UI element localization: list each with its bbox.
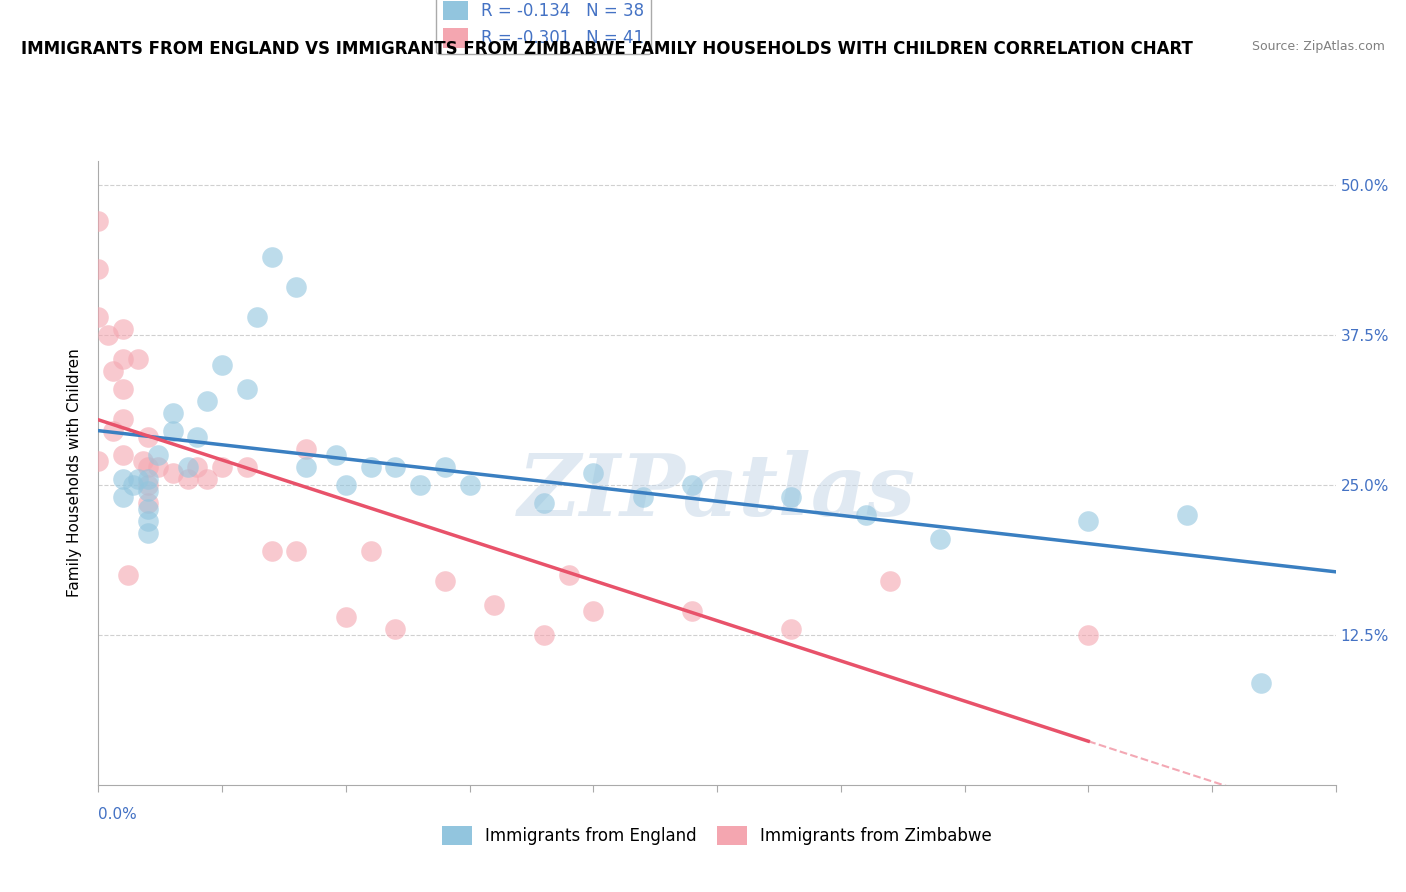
Point — [112, 382, 135, 396]
Point — [335, 610, 357, 624]
Point — [112, 490, 135, 504]
Point — [285, 279, 308, 293]
Point — [285, 543, 308, 558]
Point — [136, 477, 159, 491]
Point — [582, 466, 605, 480]
Point — [162, 466, 184, 480]
Point — [112, 472, 135, 486]
Point — [176, 472, 198, 486]
Point — [136, 525, 159, 540]
Point — [295, 442, 318, 456]
Point — [136, 459, 159, 474]
Point — [136, 496, 159, 510]
Point — [136, 483, 159, 498]
Point — [360, 459, 382, 474]
Legend: Immigrants from England, Immigrants from Zimbabwe: Immigrants from England, Immigrants from… — [436, 819, 998, 852]
Point — [112, 351, 135, 366]
Point — [384, 622, 406, 636]
Point — [112, 411, 135, 425]
Point — [162, 424, 184, 438]
Point — [1250, 676, 1272, 690]
Point — [1077, 628, 1099, 642]
Point — [533, 628, 555, 642]
Point — [127, 351, 149, 366]
Point — [236, 382, 259, 396]
Point — [103, 364, 125, 378]
Point — [260, 543, 283, 558]
Point — [136, 514, 159, 528]
Point — [246, 310, 269, 324]
Point — [260, 250, 283, 264]
Point — [186, 459, 208, 474]
Point — [122, 477, 145, 491]
Text: ZIPatlas: ZIPatlas — [517, 450, 917, 533]
Point — [1077, 514, 1099, 528]
Point — [681, 477, 703, 491]
Point — [384, 459, 406, 474]
Point — [132, 454, 155, 468]
Point — [103, 424, 125, 438]
Point — [186, 430, 208, 444]
Point — [176, 459, 198, 474]
Y-axis label: Family Households with Children: Family Households with Children — [67, 349, 83, 597]
Point — [87, 213, 110, 227]
Point — [533, 496, 555, 510]
Point — [195, 393, 218, 408]
Point — [409, 477, 432, 491]
Point — [433, 459, 456, 474]
Point — [136, 430, 159, 444]
Point — [127, 472, 149, 486]
Point — [97, 327, 120, 342]
Point — [87, 310, 110, 324]
Point — [855, 508, 877, 522]
Point — [484, 598, 506, 612]
Point — [87, 261, 110, 276]
Point — [146, 448, 169, 462]
Text: Source: ZipAtlas.com: Source: ZipAtlas.com — [1251, 40, 1385, 54]
Point — [335, 477, 357, 491]
Point — [236, 459, 259, 474]
Point — [195, 472, 218, 486]
Point — [146, 459, 169, 474]
Point — [780, 622, 803, 636]
Point — [162, 406, 184, 420]
Point — [295, 459, 318, 474]
Point — [1175, 508, 1198, 522]
Point — [631, 490, 654, 504]
Point — [928, 532, 950, 546]
Point — [557, 567, 579, 582]
Point — [582, 604, 605, 618]
Point — [325, 448, 347, 462]
Text: 0.0%: 0.0% — [98, 806, 138, 822]
Point — [211, 459, 233, 474]
Point — [112, 321, 135, 335]
Point — [780, 490, 803, 504]
Point — [136, 472, 159, 486]
Point — [117, 567, 139, 582]
Point — [433, 574, 456, 588]
Point — [681, 604, 703, 618]
Point — [879, 574, 901, 588]
Point — [87, 454, 110, 468]
Point — [211, 358, 233, 372]
Point — [458, 477, 481, 491]
Text: IMMIGRANTS FROM ENGLAND VS IMMIGRANTS FROM ZIMBABWE FAMILY HOUSEHOLDS WITH CHILD: IMMIGRANTS FROM ENGLAND VS IMMIGRANTS FR… — [21, 40, 1192, 58]
Point — [360, 543, 382, 558]
Point — [112, 448, 135, 462]
Point — [136, 501, 159, 516]
